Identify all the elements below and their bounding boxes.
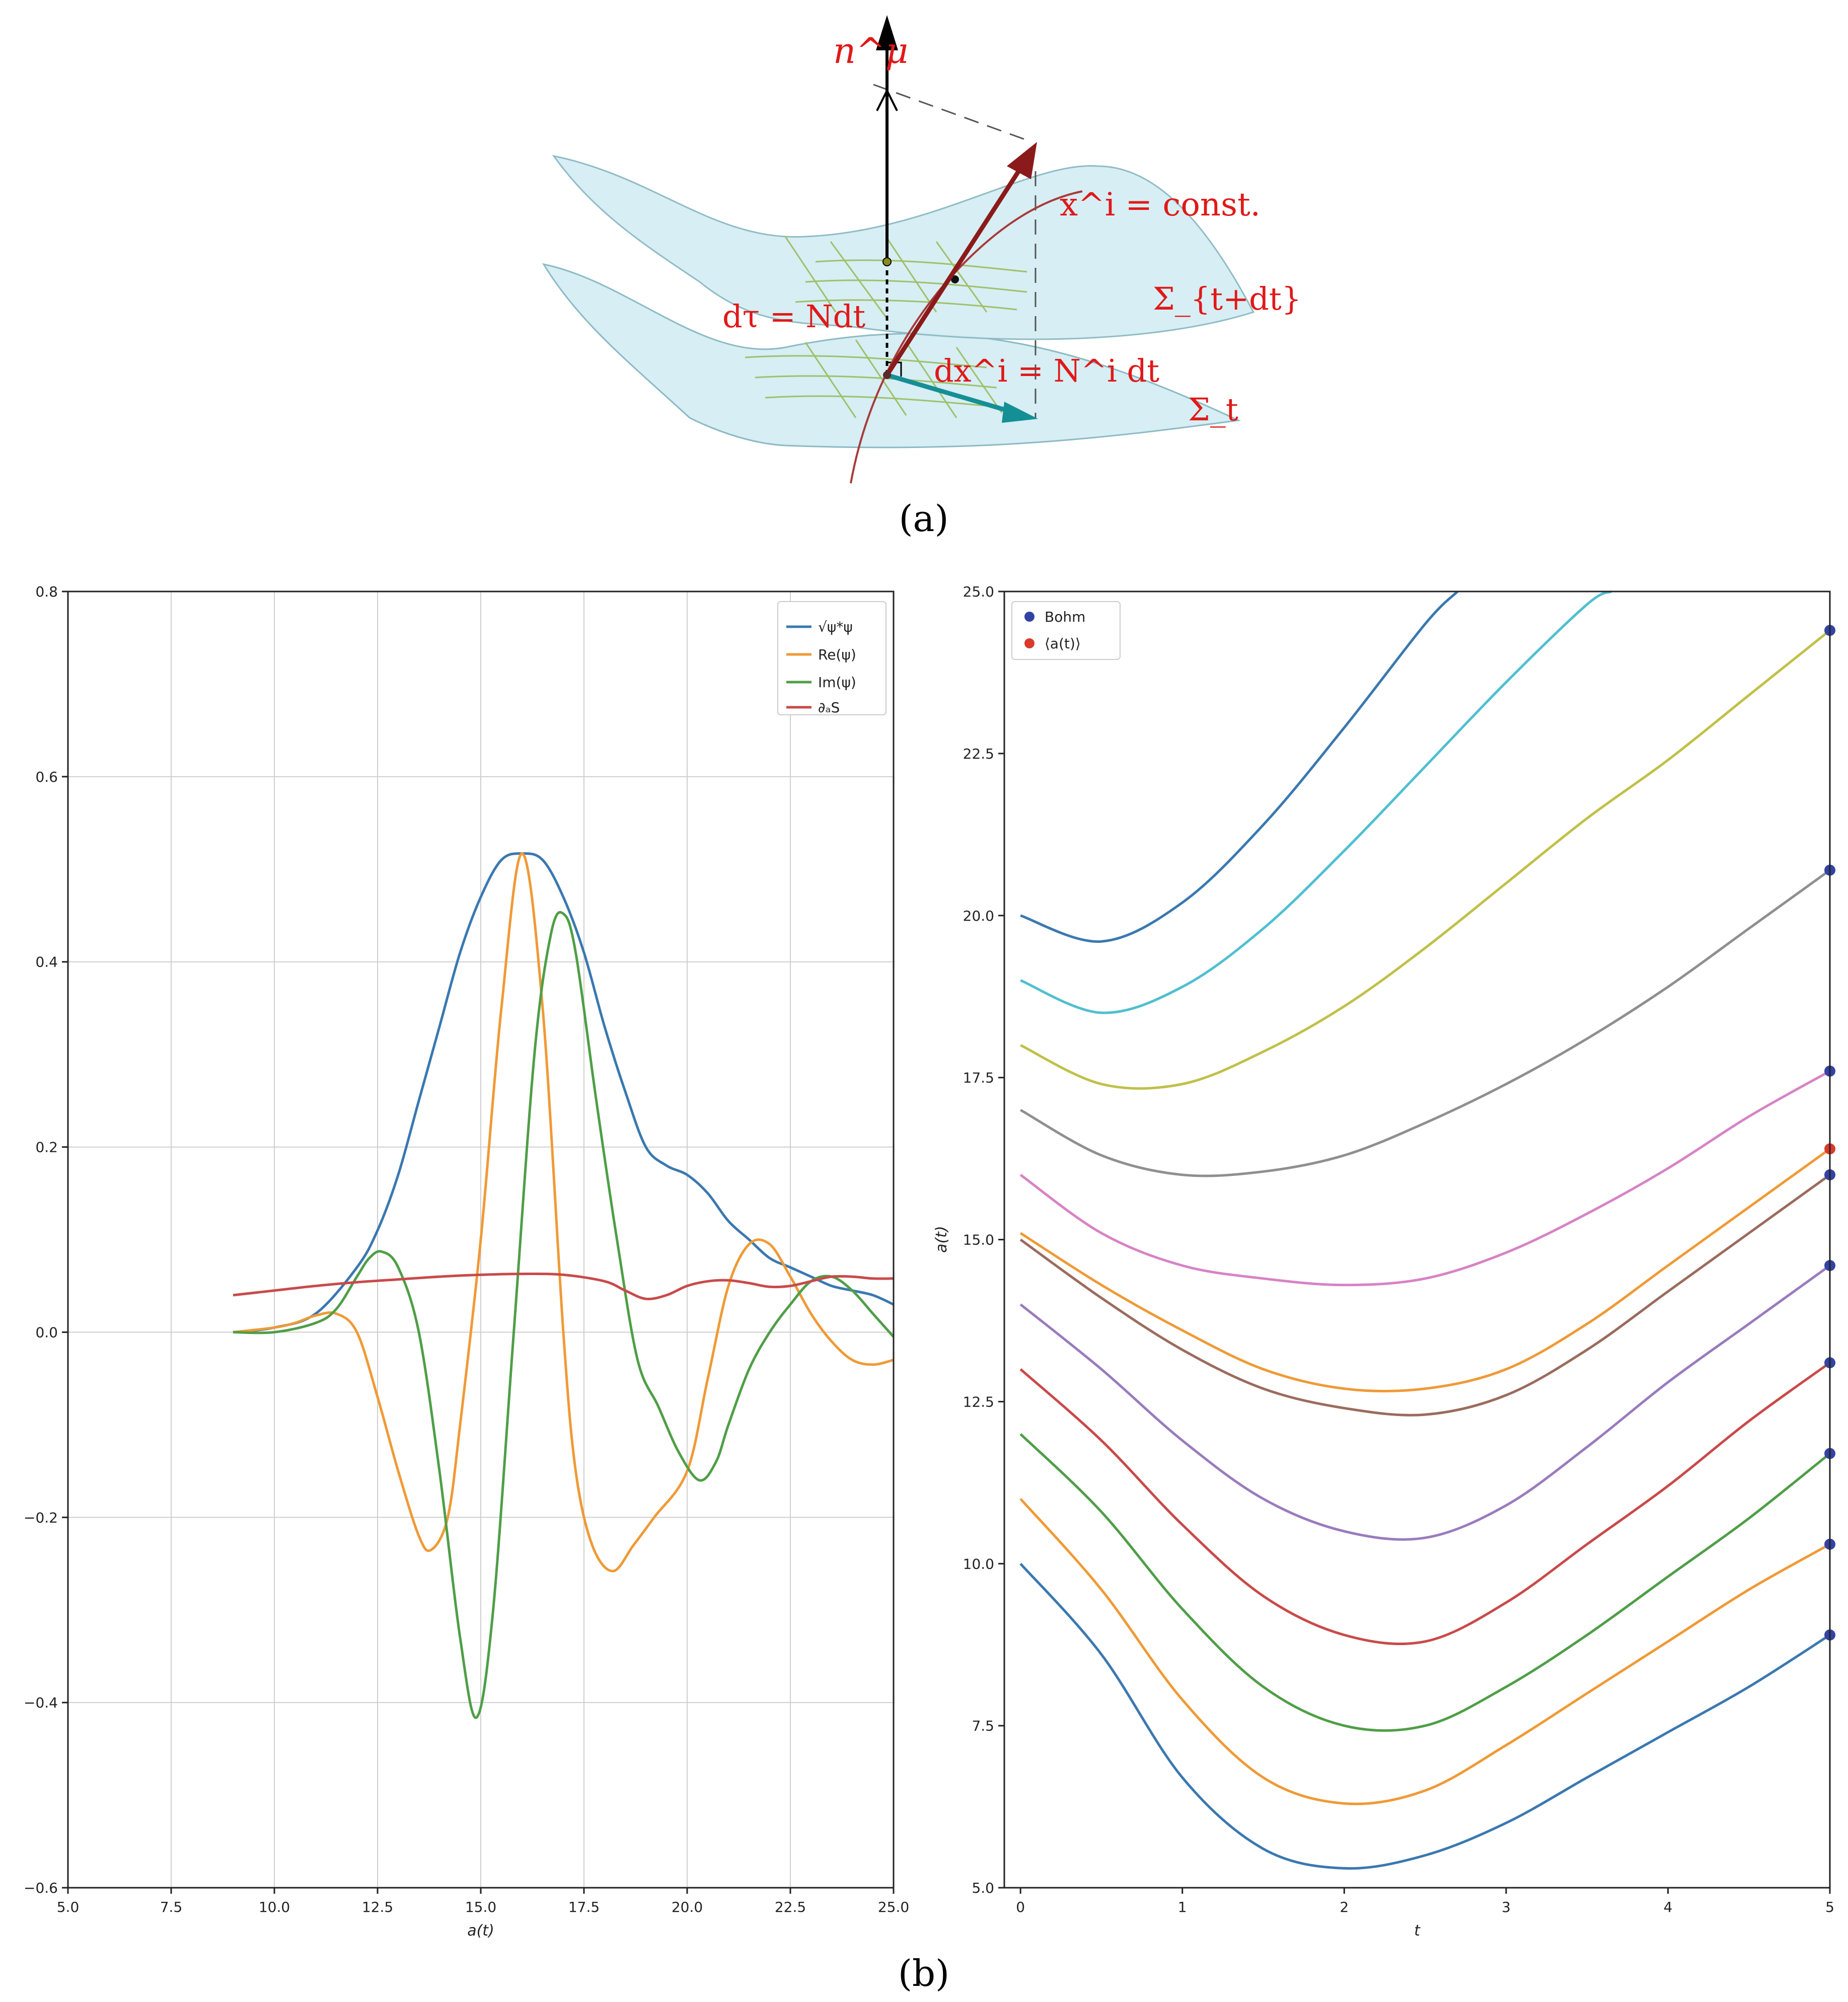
hypersurface-lower xyxy=(542,263,1241,449)
right-y-tick-label: 17.5 xyxy=(963,1070,994,1086)
label-worldline: x^i = const. xyxy=(1060,186,1261,224)
shift-vector xyxy=(886,373,1013,414)
label-sigma-lower: Σ_t xyxy=(1188,391,1238,428)
trajectory-line xyxy=(1019,1173,1831,1417)
trajectory-line xyxy=(1020,629,1831,1090)
right-legend: Bohm ⟨a(t)⟩ xyxy=(1011,601,1121,660)
left-y-tick-label: 0.4 xyxy=(35,954,58,971)
left-legend: √ψ*ψ Re(ψ) Im(ψ) ∂ₐS xyxy=(777,601,886,716)
series-real-line xyxy=(233,852,894,1573)
label-normal: n^μ xyxy=(833,30,908,71)
left-x-tick-label: 10.0 xyxy=(259,1899,290,1915)
trajectory-line xyxy=(1019,1498,1831,1806)
left-x-tick-label: 5.0 xyxy=(57,1899,80,1915)
trajectory-line xyxy=(1020,590,1612,1014)
right-legend-box xyxy=(1011,601,1121,660)
legend-label-imag: Im(ψ) xyxy=(818,674,856,691)
right-y-tick-label: 12.5 xyxy=(963,1393,994,1410)
left-y-tick-label: −0.2 xyxy=(24,1509,58,1526)
right-y-tick-label: 20.0 xyxy=(963,908,994,924)
left-x-tick-label: 25.0 xyxy=(878,1899,909,1915)
series-imag-line xyxy=(233,911,895,1719)
normal-point xyxy=(882,257,892,266)
right-y-ticks: 5.0 7.5 10.0 12.5 15.0 17.5 20.0 22.5 25.0 xyxy=(963,583,1004,1896)
left-y-tick-label: −0.6 xyxy=(24,1880,58,1896)
right-y-tick-label: 15.0 xyxy=(963,1232,994,1248)
left-legend-box xyxy=(777,601,886,715)
panel-label-a: (a) xyxy=(899,497,948,540)
left-y-ticks: −0.6 −0.4 −0.2 0.0 0.2 0.4 0.6 0.8 xyxy=(24,583,68,1896)
panel-label-b: (b) xyxy=(898,1952,949,1994)
charts-panel: 5.0 7.5 10.0 12.5 15.0 17.5 20.0 22.5 25.0 −0.6−… xyxy=(24,583,1835,1994)
wavefunction-chart: 5.0 7.5 10.0 12.5 15.0 17.5 20.0 22.5 25.0 −0.6−… xyxy=(24,583,909,1940)
projection-dash-top xyxy=(873,84,1032,143)
series-modulus-line xyxy=(233,852,895,1333)
series-phase-grad-line xyxy=(233,1273,894,1300)
right-x-tick-label: 2 xyxy=(1340,1899,1349,1915)
trajectory-line xyxy=(1020,590,1459,943)
left-x-ticks: 5.0 7.5 10.0 12.5 15.0 17.5 20.0 22.5 25.0 xyxy=(57,1888,909,1915)
time-vector xyxy=(885,165,1024,377)
left-y-tick-label: 0.2 xyxy=(35,1139,58,1156)
left-x-axis-label: a(t) xyxy=(467,1922,494,1940)
left-y-tick-label: 0.8 xyxy=(35,583,58,600)
right-y-axis-label: a(t) xyxy=(933,1226,950,1253)
left-y-tick-label: 0.6 xyxy=(35,769,58,785)
right-x-tick-label: 5 xyxy=(1825,1899,1834,1915)
trajectory-line xyxy=(1019,1433,1831,1732)
left-x-tick-label: 20.0 xyxy=(672,1899,703,1915)
time-vector-arrowhead xyxy=(1007,142,1037,179)
shift-vector-arrowhead xyxy=(1002,402,1038,423)
right-x-tick-label: 0 xyxy=(1016,1899,1025,1915)
trajectory-line xyxy=(1019,1148,1831,1392)
trajectory-line xyxy=(1019,869,1831,1177)
legend-label-modulus: √ψ*ψ xyxy=(818,619,853,635)
right-x-ticks: 0 1 2 3 4 5 xyxy=(1016,1888,1834,1915)
legend-marker-mean xyxy=(1024,638,1034,648)
left-series-group xyxy=(233,852,895,1719)
right-x-tick-label: 1 xyxy=(1178,1899,1187,1915)
normal-arrowhead xyxy=(876,15,898,50)
label-shift: dx^i = N^i dt xyxy=(934,352,1159,389)
left-x-tick-label: 12.5 xyxy=(362,1899,393,1915)
right-y-tick-label: 10.0 xyxy=(963,1555,994,1572)
right-trajectories-group xyxy=(1019,590,1831,1870)
legend-label-phase-grad: ∂ₐS xyxy=(818,699,840,716)
hypersurface-upper xyxy=(552,155,1255,340)
legend-label-bohm: Bohm xyxy=(1045,609,1085,625)
trajectory-line xyxy=(1019,1362,1831,1646)
legend-label-mean: ⟨a(t)⟩ xyxy=(1045,635,1081,652)
right-x-tick-label: 4 xyxy=(1664,1899,1673,1915)
trajectory-line xyxy=(1019,1070,1831,1287)
right-y-tick-label: 7.5 xyxy=(972,1718,994,1734)
right-x-tick-label: 3 xyxy=(1502,1899,1511,1915)
worldline-point xyxy=(951,275,959,283)
right-x-axis-label: t xyxy=(1414,1922,1421,1940)
coordinate-grid xyxy=(745,236,1027,418)
label-lapse: dτ = Ndt xyxy=(722,298,865,335)
trajectory-line xyxy=(1019,1563,1831,1870)
legend-label-real: Re(ψ) xyxy=(818,646,856,663)
bohm-trajectories-chart: 0 1 2 3 4 5 5.0 7.5 10.0 12.5 15.0 17.5 20.0 22.5 25.… xyxy=(933,583,1835,1940)
left-x-tick-label: 22.5 xyxy=(775,1899,806,1915)
left-x-tick-label: 15.0 xyxy=(465,1899,496,1915)
trajectory-line xyxy=(1019,1264,1831,1541)
right-y-tick-label: 25.0 xyxy=(963,583,994,600)
left-x-tick-label: 7.5 xyxy=(160,1899,183,1915)
normal-arrow-tick xyxy=(876,88,898,111)
label-sigma-upper: Σ_{t+dt} xyxy=(1153,280,1301,317)
foliation-diagram: n^μ x^i = const. dτ = Ndt dx^i = N^i dt … xyxy=(542,15,1301,540)
left-y-tick-label: 0.0 xyxy=(35,1324,58,1341)
legend-marker-bohm xyxy=(1024,612,1034,622)
right-y-tick-label: 5.0 xyxy=(972,1880,994,1896)
left-x-tick-label: 17.5 xyxy=(568,1899,600,1915)
base-point xyxy=(883,371,891,379)
left-y-tick-label: −0.4 xyxy=(24,1694,58,1711)
right-y-tick-label: 22.5 xyxy=(963,746,994,762)
